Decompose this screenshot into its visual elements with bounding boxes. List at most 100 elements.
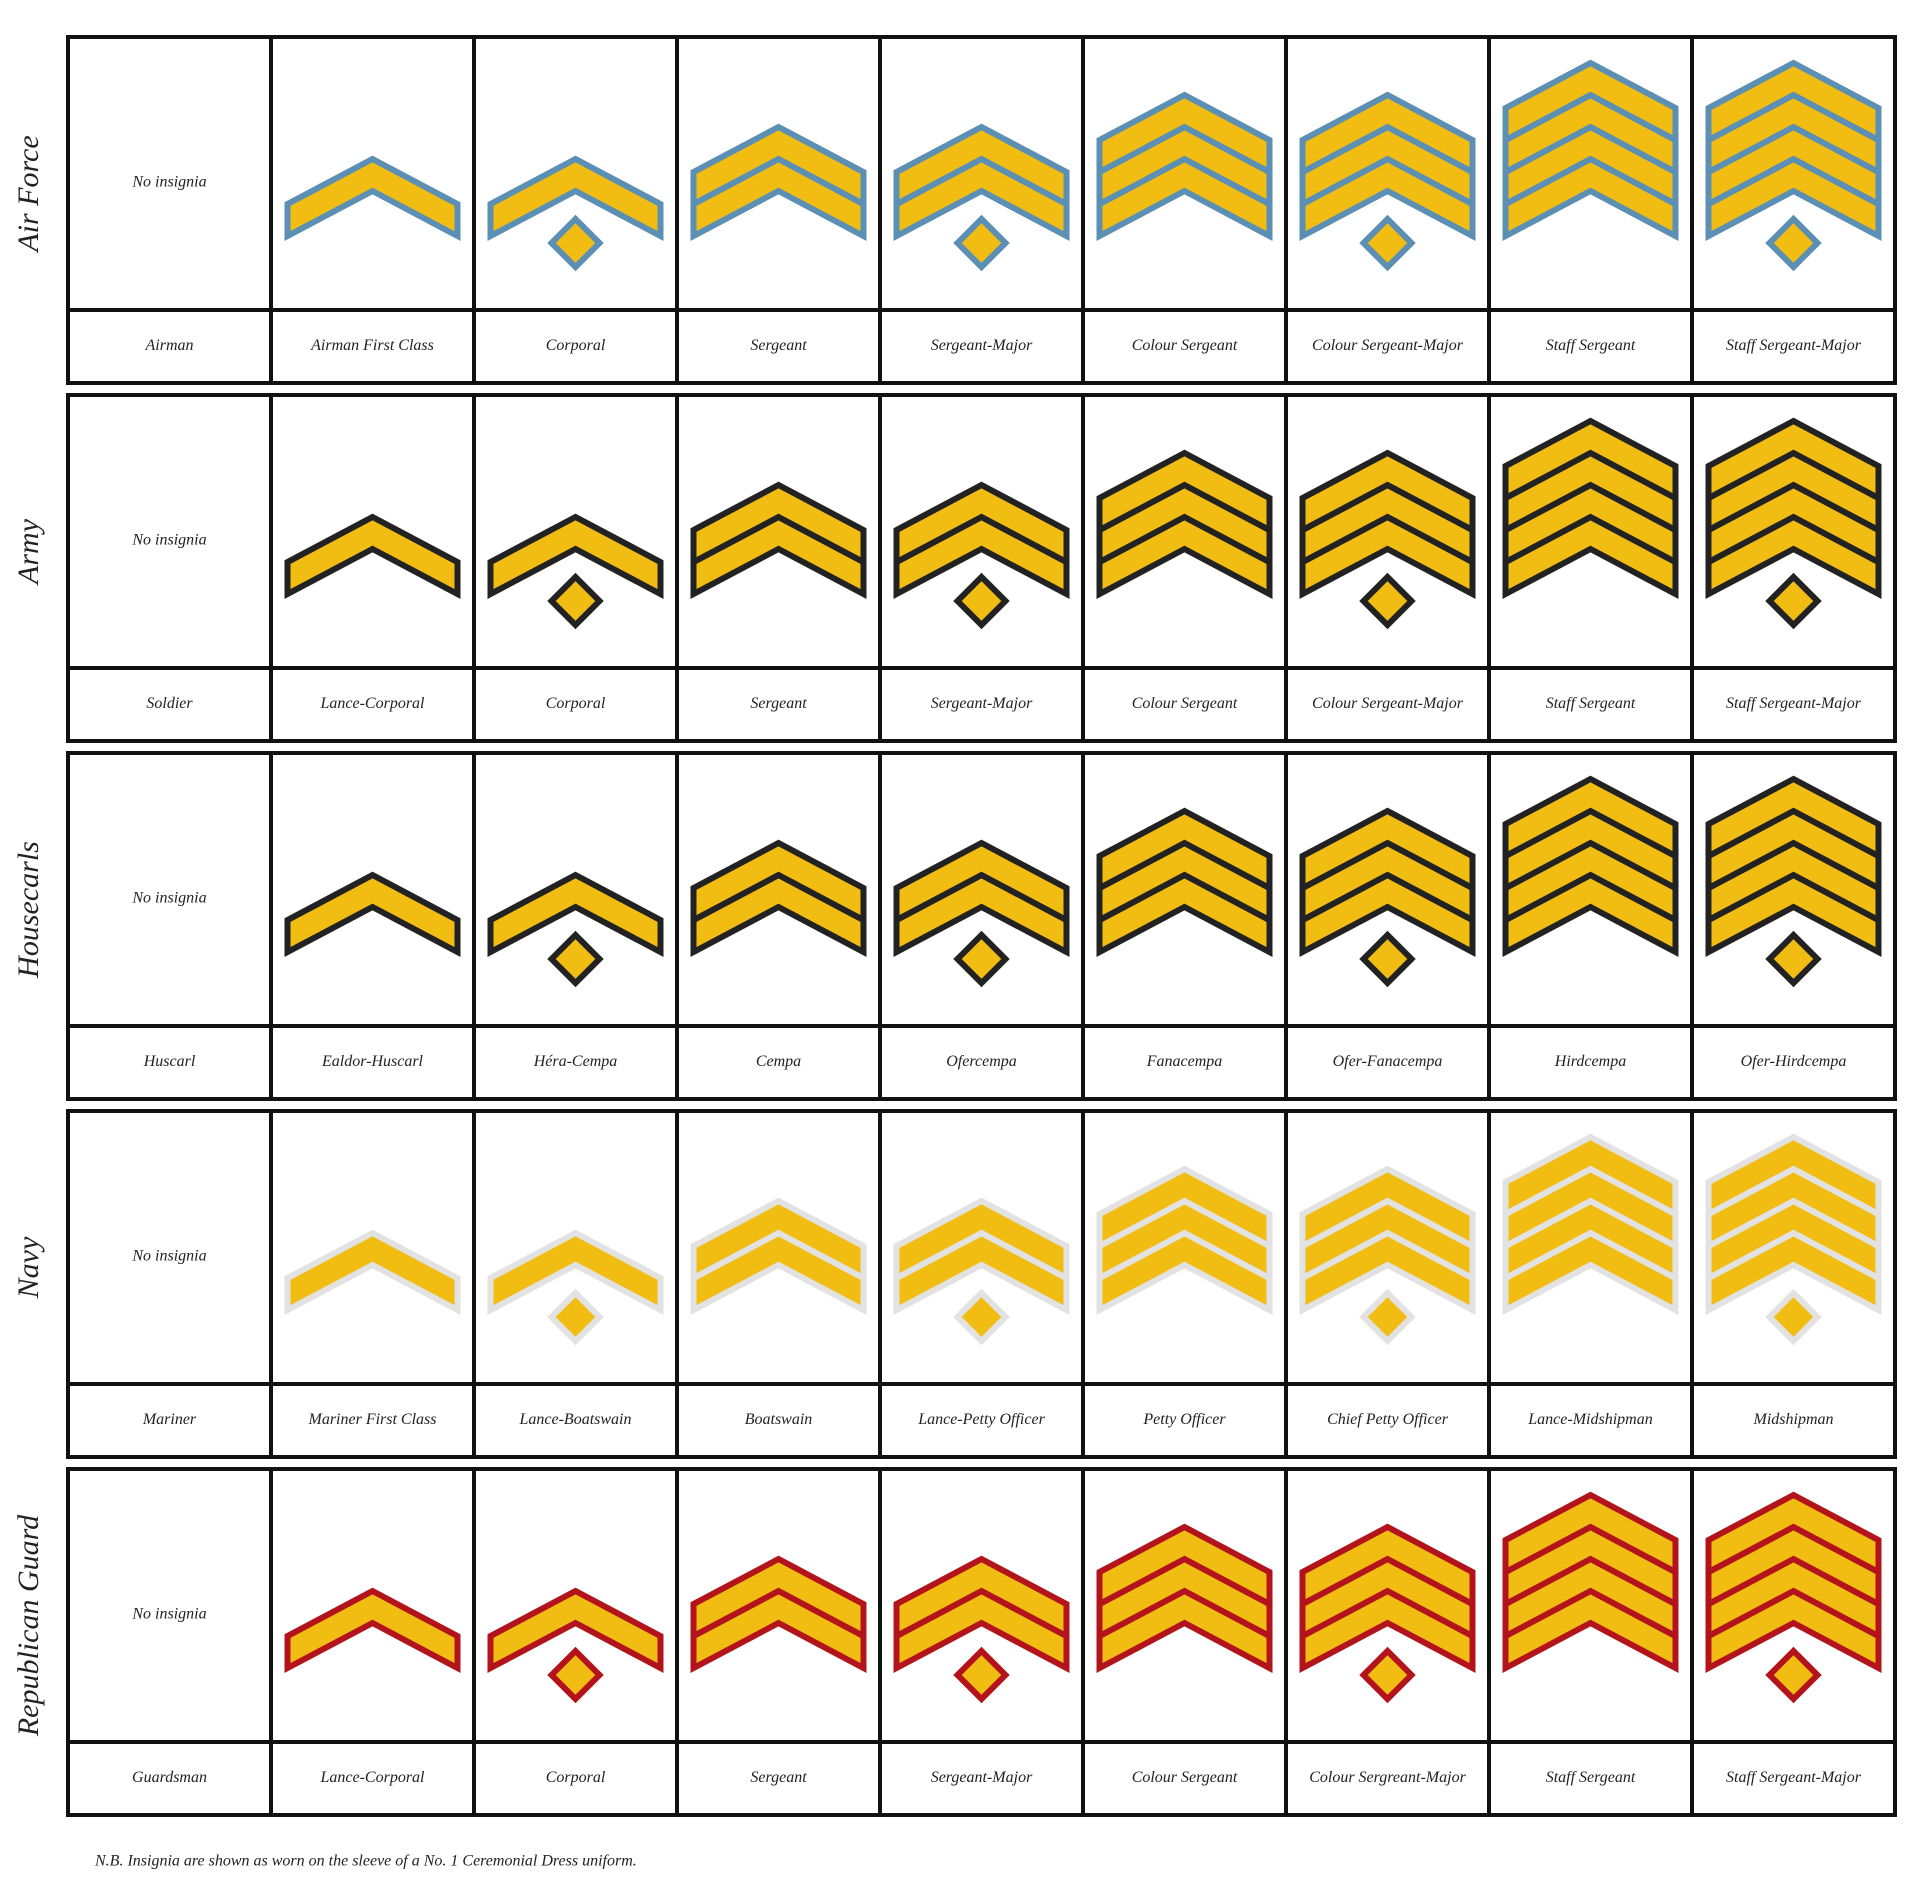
chevron (1299, 1523, 1476, 1610)
diamond (1359, 1646, 1416, 1704)
chevron (1299, 1165, 1476, 1252)
chevron (690, 1197, 867, 1284)
diamond (953, 1288, 1010, 1346)
rank-label: Chief Petty Officer (1327, 1411, 1449, 1428)
rank-label: Staff Sergeant (1546, 337, 1636, 354)
diamond (547, 214, 604, 272)
diamond (953, 930, 1010, 988)
chevron (690, 123, 867, 210)
no-insignia-label: No insignia (131, 532, 206, 549)
chevron (893, 123, 1070, 210)
rank-label: Lance-Petty Officer (917, 1411, 1045, 1428)
rank-label: Petty Officer (1142, 1411, 1226, 1428)
branch-frame (66, 1109, 1897, 1459)
chevron (1096, 1165, 1273, 1252)
rank-label: Airman (145, 337, 194, 354)
diamond (1359, 572, 1416, 630)
chevron (284, 1229, 461, 1316)
diamond (1359, 1288, 1416, 1346)
rank-label: Lance-Corporal (320, 695, 426, 712)
rank-label: Guardsman (132, 1769, 207, 1786)
rank-label: Ealdor-Huscarl (321, 1053, 424, 1070)
rank-label: Staff Sergeant-Major (1726, 695, 1862, 712)
chevron (690, 1555, 867, 1642)
rank-label: Midshipman (1753, 1411, 1834, 1428)
chevron (1096, 807, 1273, 894)
no-insignia-label: No insignia (131, 174, 206, 191)
chevron (893, 839, 1070, 926)
rank-label: Sergeant (750, 1769, 807, 1786)
rank-label: Colour Sergeant (1132, 1769, 1238, 1786)
rank-label: Corporal (546, 695, 606, 712)
rank-label: Lance-Corporal (320, 1769, 426, 1786)
rank-label: Colour Sergeant-Major (1312, 337, 1464, 354)
branch-label: Republican Guard (12, 1514, 45, 1737)
branch-group: Army Soldier No insignia Lance-Corporal Corp… (12, 393, 1897, 743)
chevron (1096, 91, 1273, 178)
branch-label: Army (12, 518, 45, 586)
rank-label: Staff Sergeant (1546, 1769, 1636, 1786)
diamond (1765, 214, 1822, 272)
chevron (893, 481, 1070, 568)
branch-group: Navy Mariner No insignia Mariner First Clas… (12, 1109, 1897, 1459)
chevron (487, 513, 664, 600)
branch-group: Air Force Airman No insignia Airman First C… (12, 35, 1897, 385)
chevron (893, 1555, 1070, 1642)
rank-label: Soldier (146, 695, 193, 712)
branch-frame (66, 393, 1897, 743)
footnote: N.B. Insignia are shown as worn on the s… (94, 1853, 637, 1870)
rank-label: Colour Sergeant (1132, 695, 1238, 712)
rank-label: Staff Sergeant-Major (1726, 1769, 1862, 1786)
rank-label: Staff Sergeant (1546, 695, 1636, 712)
chevron (690, 839, 867, 926)
chevron (1705, 59, 1882, 146)
rank-label: Lance-Boatswain (519, 1411, 632, 1428)
chevron (1705, 1491, 1882, 1578)
diamond (547, 1288, 604, 1346)
rank-label: Huscarl (143, 1053, 196, 1070)
rank-label: Hirdcempa (1554, 1053, 1626, 1070)
rank-label: Ofercempa (946, 1053, 1017, 1070)
diamond (547, 572, 604, 630)
rank-label: Lance-Midshipman (1527, 1411, 1652, 1428)
chevron (284, 871, 461, 958)
rank-label: Staff Sergeant-Major (1726, 337, 1862, 354)
diamond (1359, 930, 1416, 988)
chevron (1705, 775, 1882, 862)
chevron (487, 1229, 664, 1316)
no-insignia-label: No insignia (131, 1248, 206, 1265)
diamond (1765, 930, 1822, 988)
rank-label: Ofer-Hirdcempa (1741, 1053, 1847, 1070)
rank-label: Sergeant (750, 695, 807, 712)
branch-frame (66, 1467, 1897, 1817)
chevron (284, 513, 461, 600)
rank-label: Ofer-Fanacempa (1333, 1053, 1443, 1070)
rank-label: Colour Sergreant-Major (1309, 1769, 1466, 1786)
chevron (487, 1587, 664, 1674)
chevron (893, 1197, 1070, 1284)
rank-label: Airman First Class (310, 337, 434, 354)
rank-label: Sergeant (750, 337, 807, 354)
chevron (1502, 775, 1679, 862)
chevron (1299, 91, 1476, 178)
rank-label: Cempa (756, 1053, 801, 1070)
chevron (1705, 1133, 1882, 1220)
branch-label: Air Force (12, 135, 45, 253)
rank-label: Sergeant-Major (931, 695, 1033, 712)
rank-label: Corporal (546, 337, 606, 354)
branch-label: Navy (12, 1236, 45, 1299)
diamond (1765, 1646, 1822, 1704)
chevron (1502, 59, 1679, 146)
rank-label: Colour Sergeant (1132, 337, 1238, 354)
branch-label: Housecarls (12, 841, 45, 979)
rank-label: Corporal (546, 1769, 606, 1786)
rank-label: Sergeant-Major (931, 337, 1033, 354)
chevron (284, 155, 461, 242)
branch-frame (66, 35, 1897, 385)
chevron (1299, 449, 1476, 536)
diamond (1359, 214, 1416, 272)
chevron (1502, 1491, 1679, 1578)
no-insignia-label: No insignia (131, 890, 206, 907)
chevron (690, 481, 867, 568)
